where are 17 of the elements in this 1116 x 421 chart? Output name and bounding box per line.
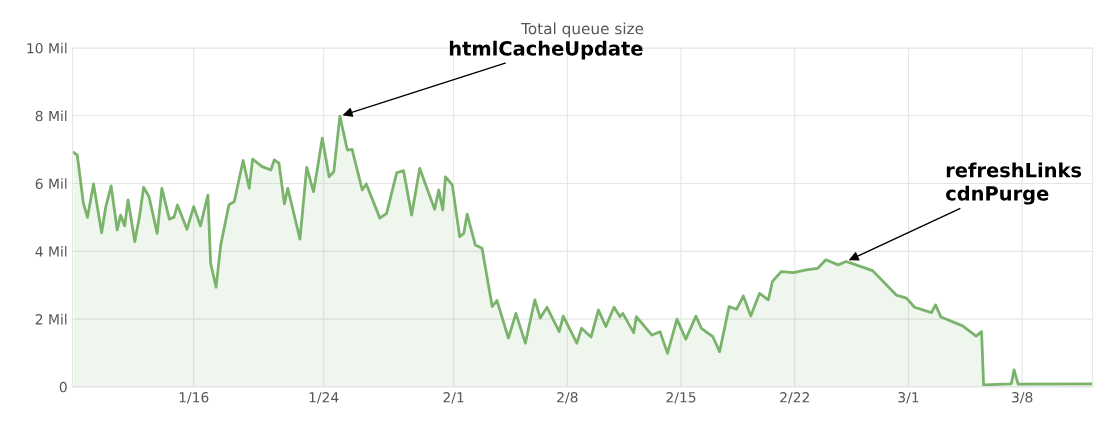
x-tick-label: 2/22 [780, 392, 809, 404]
x-tick-label: 2/1 [443, 392, 464, 404]
y-tick-label: 6 Mil [35, 178, 67, 190]
x-tick-label: 2/8 [557, 392, 578, 404]
annotation: refreshLinks cdnPurge [946, 162, 1082, 205]
x-tick-label: 3/8 [1012, 392, 1033, 404]
x-tick-label: 3/1 [898, 392, 919, 404]
x-tick-label: 2/15 [666, 392, 696, 404]
chart-title: Total queue size [521, 22, 644, 38]
x-tick-label: 1/16 [179, 392, 209, 404]
y-tick-label: 8 Mil [35, 110, 67, 122]
y-tick-label: 2 Mil [35, 313, 67, 325]
y-tick-label: 0 [59, 381, 67, 393]
y-tick-label: 4 Mil [35, 246, 67, 257]
x-tick-label: 1/24 [309, 392, 339, 404]
annotation: htmlCacheUpdate [449, 40, 643, 60]
y-tick-label: 10 Mil [27, 42, 67, 54]
